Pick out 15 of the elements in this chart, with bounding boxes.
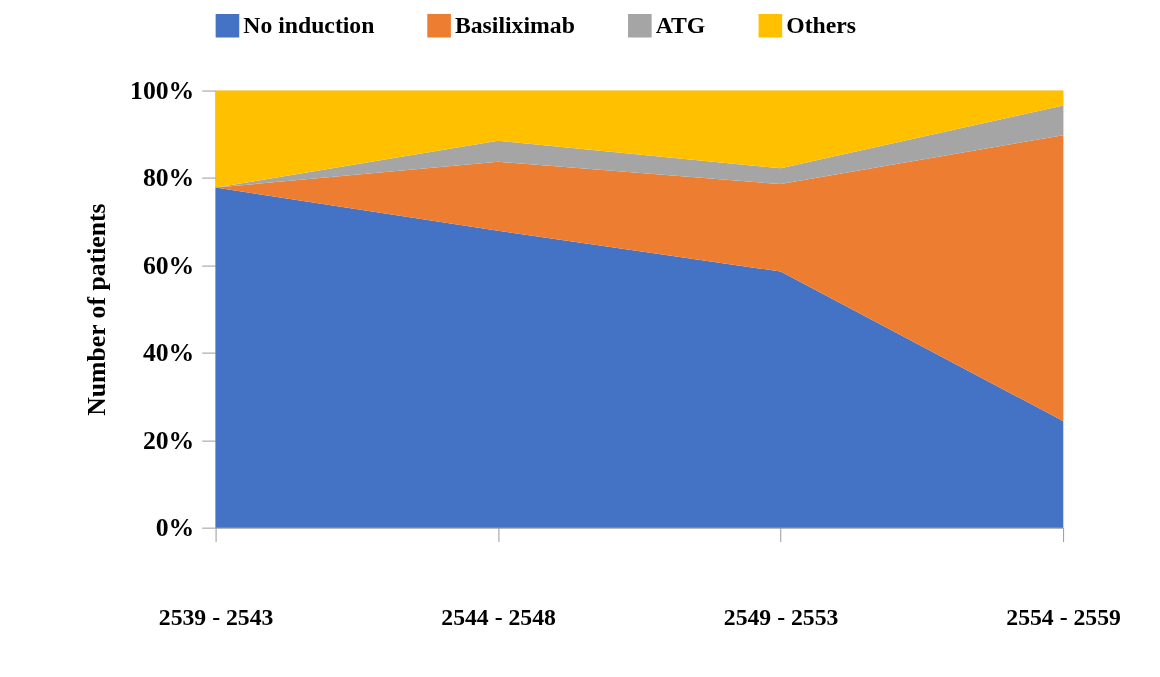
legend-label: ATG (655, 11, 706, 38)
y-tick-label: 40% (142, 338, 195, 368)
y-tick-label: 20% (142, 425, 195, 455)
x-tick-label: 2539 - 2543 (158, 604, 274, 631)
y-tick-label: 0% (155, 513, 195, 543)
y-tick-label: 100% (130, 75, 195, 105)
legend-label: Basiliximab (454, 11, 575, 38)
y-tick-label: 60% (142, 250, 195, 280)
legend-label: No induction (243, 11, 375, 38)
x-tick-label: 2554 - 2559 (1006, 604, 1121, 631)
y-axis-title: Number of patients (82, 203, 112, 416)
y-tick-label: 80% (142, 163, 195, 193)
x-tick-label: 2549 - 2553 (723, 604, 839, 631)
x-tick-label: 2544 - 2548 (441, 604, 557, 631)
legend-label: Others (786, 11, 857, 38)
